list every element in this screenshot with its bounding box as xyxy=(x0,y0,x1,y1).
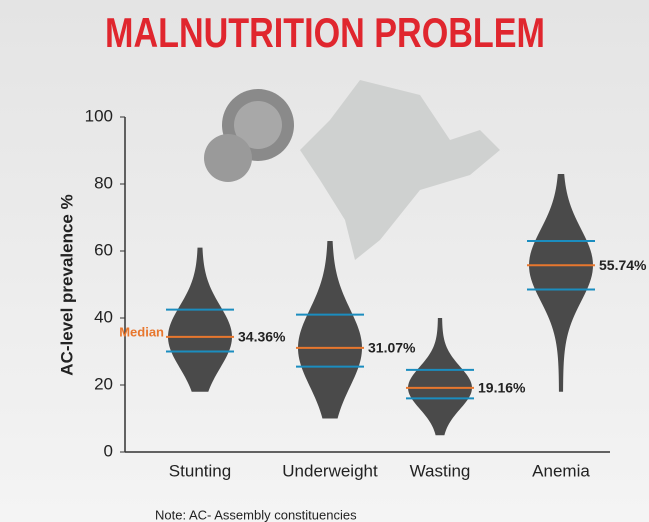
swarm xyxy=(168,248,232,392)
child-icon xyxy=(204,134,252,182)
y-tick-label: 0 xyxy=(104,441,113,460)
x-tick-label: Wasting xyxy=(410,461,471,480)
median-label: 19.16% xyxy=(478,380,526,396)
median-label: 55.74% xyxy=(599,257,647,273)
swarm xyxy=(529,174,593,392)
y-axis-label: AC-level prevalence % xyxy=(57,194,76,375)
x-tick-label: Anemia xyxy=(532,461,590,480)
median-annotation: Median xyxy=(119,324,164,339)
y-tick-label: 80 xyxy=(94,173,113,192)
x-tick-label: Underweight xyxy=(282,461,378,480)
y-tick-label: 60 xyxy=(94,240,113,259)
note: Note: AC- Assembly constituencies xyxy=(155,507,357,522)
chart: MALNUTRITION PROBLEM AC-level prevalence… xyxy=(0,0,649,522)
x-tick-label: Stunting xyxy=(169,461,231,480)
chart-title: MALNUTRITION PROBLEM xyxy=(105,9,545,56)
y-tick-label: 20 xyxy=(94,374,113,393)
median-label: 31.07% xyxy=(368,340,416,356)
map-decoration xyxy=(300,80,500,260)
y-tick-label: 40 xyxy=(94,307,113,326)
median-label: 34.36% xyxy=(238,329,286,345)
swarm xyxy=(408,318,472,435)
swarm xyxy=(298,241,362,419)
y-tick-label: 100 xyxy=(85,106,113,125)
